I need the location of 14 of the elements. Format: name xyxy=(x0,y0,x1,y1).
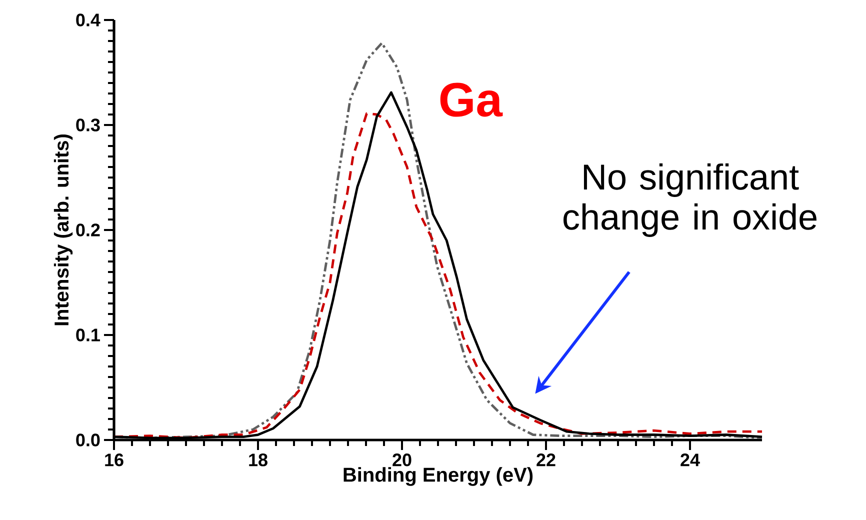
annotation: Ga xyxy=(440,82,503,117)
x-axis-title: Binding Energy (eV) xyxy=(344,467,533,486)
x-tick-label: 16 xyxy=(105,454,124,466)
annotation: No significant change in oxide xyxy=(564,163,816,237)
x-tick-label: 24 xyxy=(680,454,700,466)
x-tick-label: 22 xyxy=(536,454,556,466)
x-tick-label: 18 xyxy=(249,454,268,466)
y-axis-title: Intensity (arb. units) xyxy=(54,134,73,326)
y-tick-label: 0.4 xyxy=(76,14,100,26)
x-tick-label: 20 xyxy=(392,454,412,466)
y-tick-label: 0.2 xyxy=(76,224,100,236)
y-tick-label: 0.0 xyxy=(76,434,100,446)
y-tick-label: 0.1 xyxy=(76,328,100,342)
y-tick-label: 0.3 xyxy=(76,118,100,132)
